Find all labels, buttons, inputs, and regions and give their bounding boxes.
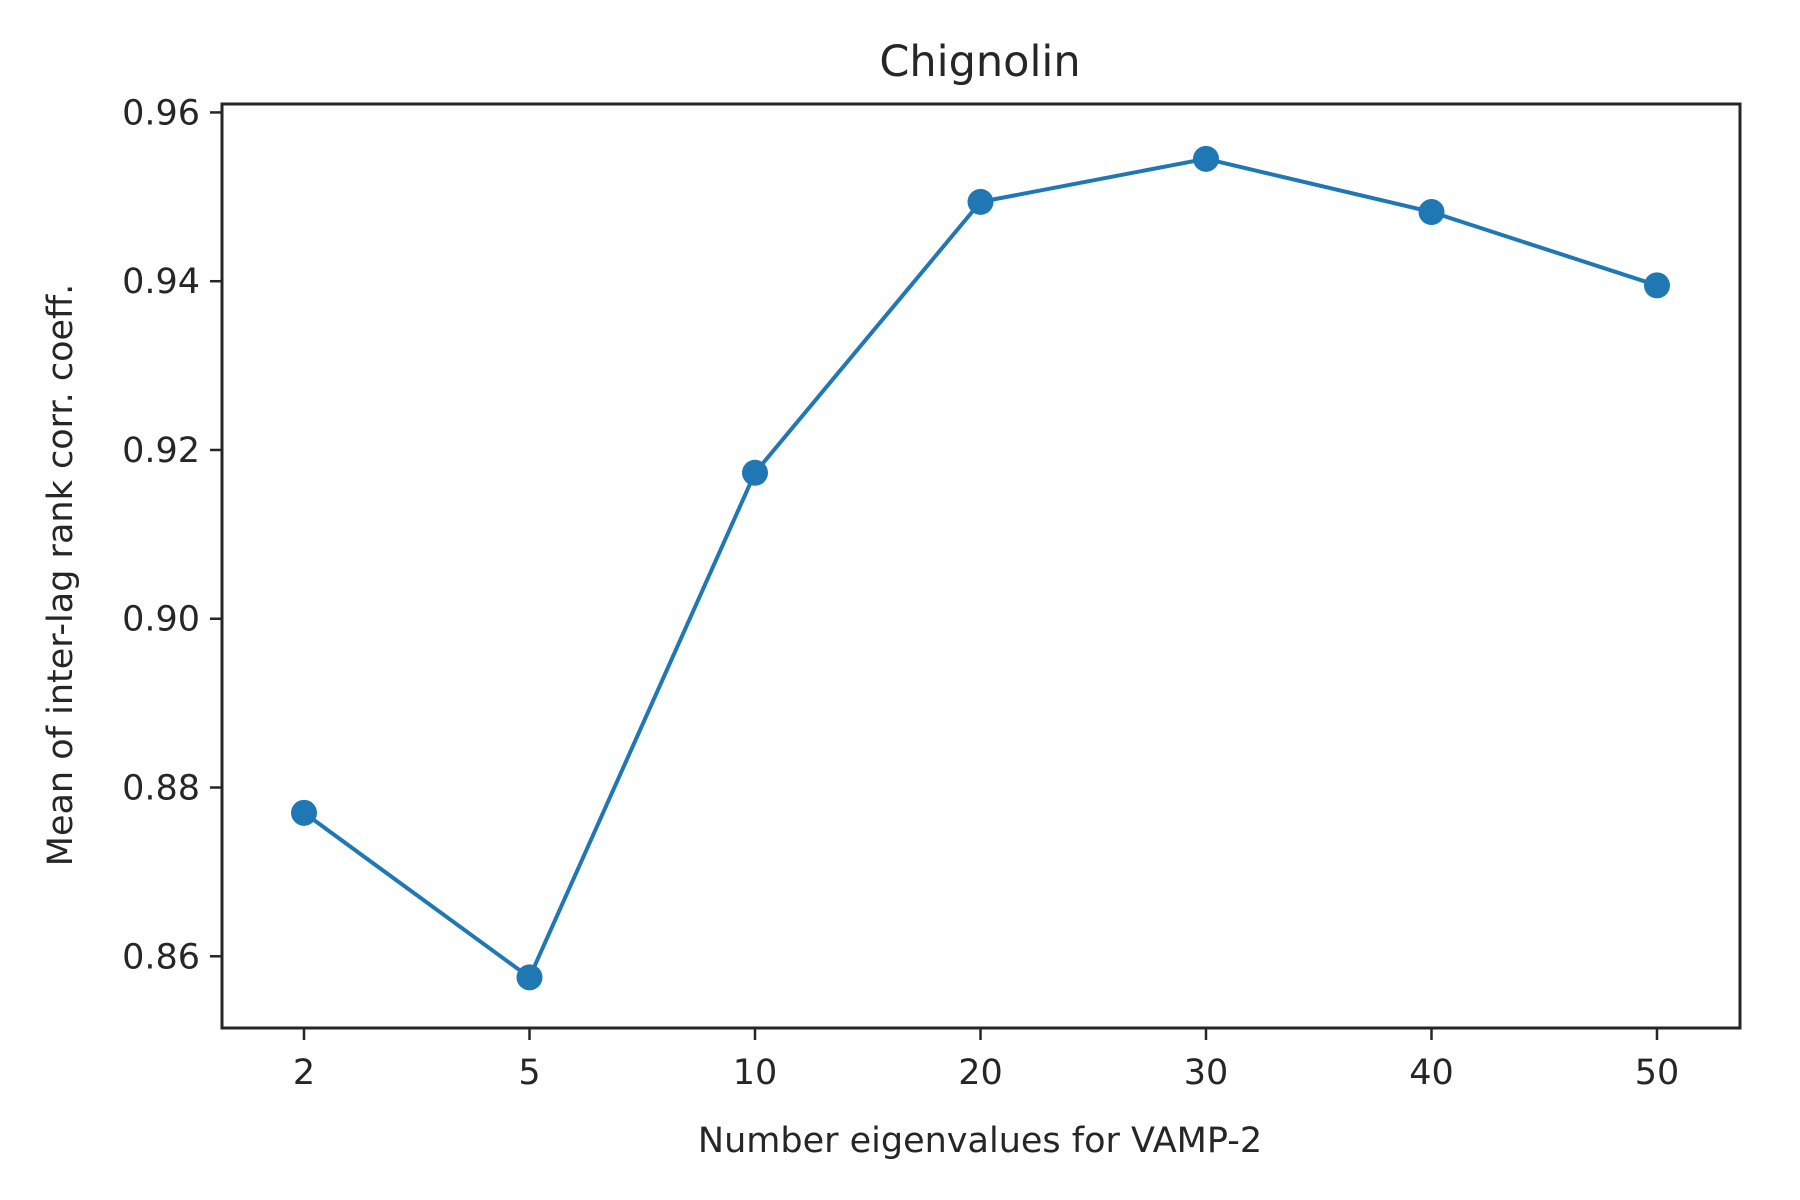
x-axis-label: Number eigenvalues for VAMP-2 [698, 1121, 1262, 1161]
x-tick-label: 30 [1184, 1053, 1229, 1093]
x-tick-label: 50 [1635, 1053, 1680, 1093]
x-tick-label: 20 [958, 1053, 1003, 1093]
plot-frame [220, 102, 1742, 1030]
data-point [1644, 272, 1670, 299]
data-point [291, 799, 317, 826]
y-tick-label: 0.94 [122, 262, 200, 302]
y-axis-label: Mean of inter-lag rank corr. coeff. [41, 284, 81, 867]
data-point [742, 459, 768, 486]
y-tick-label: 0.92 [122, 431, 200, 471]
y-tick-label: 0.86 [122, 937, 200, 977]
x-tick-label: 10 [733, 1053, 778, 1093]
data-point [516, 964, 543, 991]
data-point [1418, 199, 1445, 226]
x-tick-label: 5 [518, 1053, 540, 1093]
y-tick-label: 0.96 [122, 93, 200, 133]
data-point [1193, 145, 1219, 172]
y-tick-label: 0.90 [122, 600, 200, 640]
y-tick-label: 0.88 [122, 769, 200, 809]
plot-area: 0.86 0.88 0.90 0.92 0.94 0.96 2 5 10 20 30 40 50 [122, 93, 1742, 1093]
chart-title: Chignolin [879, 37, 1080, 87]
x-tick-label: 2 [293, 1053, 315, 1093]
x-tick-label: 40 [1409, 1053, 1454, 1093]
data-point [967, 188, 994, 215]
series-line [302, 156, 1659, 980]
